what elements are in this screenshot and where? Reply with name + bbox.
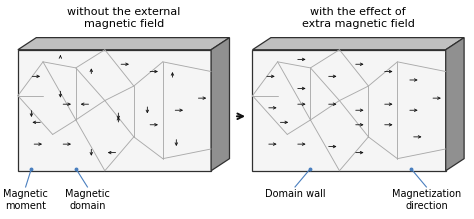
Text: Magnetic
domain: Magnetic domain [65,189,110,211]
Text: with the effect of
extra magnetic field: with the effect of extra magnetic field [302,7,415,29]
Polygon shape [18,38,229,50]
Polygon shape [211,38,229,171]
Text: Magnetic
moment: Magnetic moment [3,189,48,211]
Polygon shape [18,50,211,171]
Polygon shape [446,38,464,171]
Polygon shape [253,50,446,171]
Polygon shape [253,38,464,50]
Text: without the external
magnetic field: without the external magnetic field [67,7,181,29]
Text: Domain wall: Domain wall [264,189,325,199]
Text: Magnetization
direction: Magnetization direction [392,189,461,211]
